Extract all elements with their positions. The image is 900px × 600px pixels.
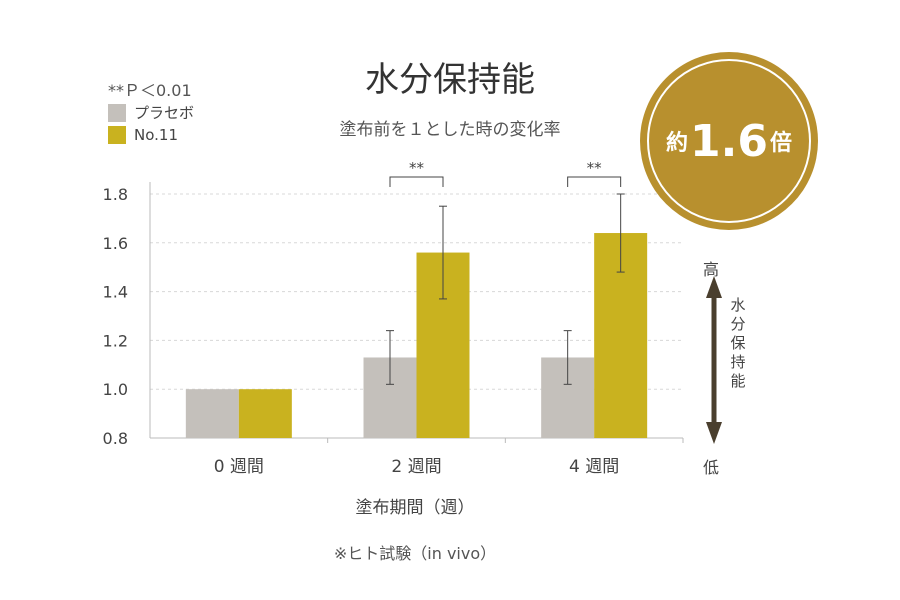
badge-ring — [647, 59, 811, 223]
legend-item-no11: No.11 — [108, 126, 178, 144]
x-axis-label: 塗布期間（週） — [355, 498, 475, 518]
legend-label-placebo: プラセボ — [134, 104, 195, 122]
significance-label: ** — [587, 159, 603, 177]
chart-subtitle: 塗布前を１とした時の変化率 — [339, 120, 561, 140]
scale-arrow-up-head — [706, 276, 722, 298]
chart-title: 水分保持能 — [365, 60, 535, 100]
y-tick-label: 0.8 — [103, 429, 128, 448]
scale-low-label: 低 — [703, 458, 720, 477]
badge-value: 1.6 — [690, 115, 768, 167]
y-tick-label: 1.6 — [103, 234, 128, 253]
x-tick-label: 0 週間 — [214, 457, 264, 477]
legend-item-placebo: プラセボ — [108, 102, 194, 123]
badge-prefix: 約 — [666, 131, 689, 156]
scale-axis-label: 水分保持能 — [730, 296, 746, 390]
ratio-badge: 約 1.6 倍 — [640, 52, 818, 230]
badge-text: 約 1.6 倍 — [640, 52, 818, 230]
y-tick-label: 1.8 — [103, 185, 128, 204]
legend-label-no11: No.11 — [134, 126, 178, 144]
bar — [185, 389, 239, 438]
legend-swatch-no11 — [108, 126, 126, 144]
x-tick-label: 2 週間 — [391, 457, 441, 477]
scale-arrow-down-head — [706, 422, 722, 444]
footnote: ※ヒト試験（in vivo） — [333, 544, 497, 563]
badge-suffix: 倍 — [769, 131, 792, 156]
significance-label: ** — [409, 159, 425, 177]
bar — [238, 389, 292, 438]
significance-bracket — [567, 176, 622, 187]
x-tick-label: 4 週間 — [569, 457, 619, 477]
y-tick-label: 1.4 — [103, 283, 128, 302]
significance-note: **Ｐ＜0.01 — [108, 81, 192, 100]
y-tick-label: 1.2 — [103, 331, 128, 350]
significance-bracket — [389, 176, 444, 187]
y-tick-label: 1.0 — [103, 380, 128, 399]
scale-high-label: 高 — [703, 260, 720, 279]
legend-swatch-placebo — [108, 103, 126, 122]
